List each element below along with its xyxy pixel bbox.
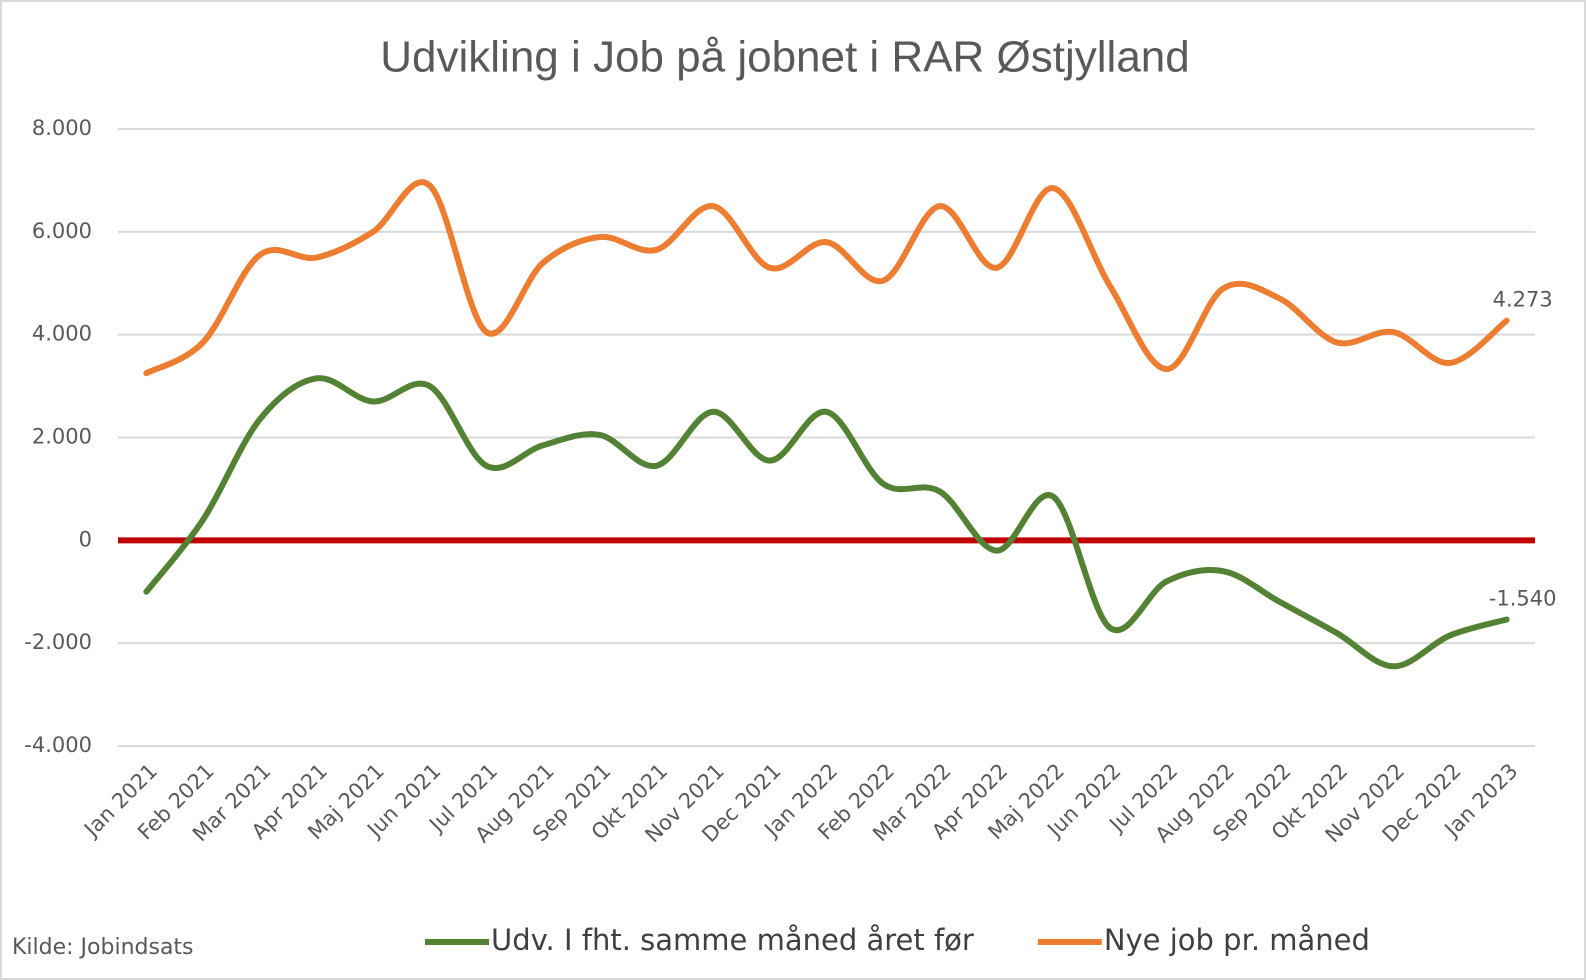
data-label: 4.273 xyxy=(1493,288,1553,312)
y-tick-label: -2.000 xyxy=(24,630,92,654)
y-tick-label: 4.000 xyxy=(32,322,92,346)
series-line xyxy=(143,179,1510,377)
y-tick-label: 0 xyxy=(79,527,92,551)
y-tick-label: -4.000 xyxy=(24,733,92,757)
legend-label: Udv. I fht. samme måned året før xyxy=(491,923,974,957)
y-tick-label: 6.000 xyxy=(32,219,92,243)
chart-title: Udvikling i Job på jobnet i RAR Østjylla… xyxy=(380,33,1190,82)
source-note: Kilde: Jobindsats xyxy=(12,935,194,960)
series-line xyxy=(143,375,1510,670)
y-tick-label: 2.000 xyxy=(32,425,92,449)
y-tick-label: 8.000 xyxy=(32,116,92,140)
data-label: -1.540 xyxy=(1489,587,1557,611)
legend-label: Nye job pr. måned xyxy=(1104,923,1370,957)
